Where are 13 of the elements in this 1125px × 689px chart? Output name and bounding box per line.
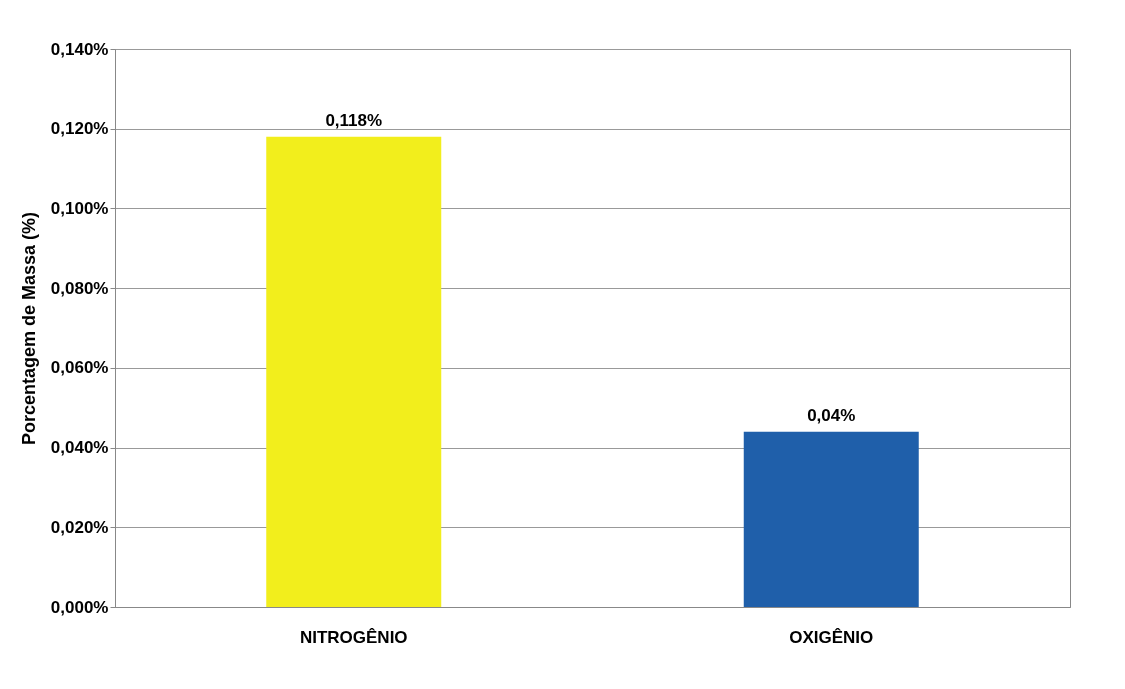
- y-axis-title: Porcentagem de Massa (%): [18, 211, 39, 446]
- y-tick-label: 0,040%: [50, 438, 109, 458]
- data-label: 0,118%: [325, 110, 383, 130]
- y-tick-label: 0,020%: [50, 517, 109, 537]
- y-tick-label: 0,100%: [50, 198, 109, 218]
- y-tick-label: 0,140%: [50, 39, 109, 59]
- x-tick-label: OXIGÊNIO: [789, 627, 874, 647]
- y-tick-label: 0,060%: [50, 358, 109, 378]
- y-tick-label: 0,000%: [50, 597, 109, 617]
- y-tick-label: 0,120%: [50, 119, 109, 139]
- x-tick-label: NITROGÊNIO: [299, 627, 408, 647]
- data-label: 0,04%: [807, 405, 856, 425]
- y-tick-label: 0,080%: [50, 278, 109, 298]
